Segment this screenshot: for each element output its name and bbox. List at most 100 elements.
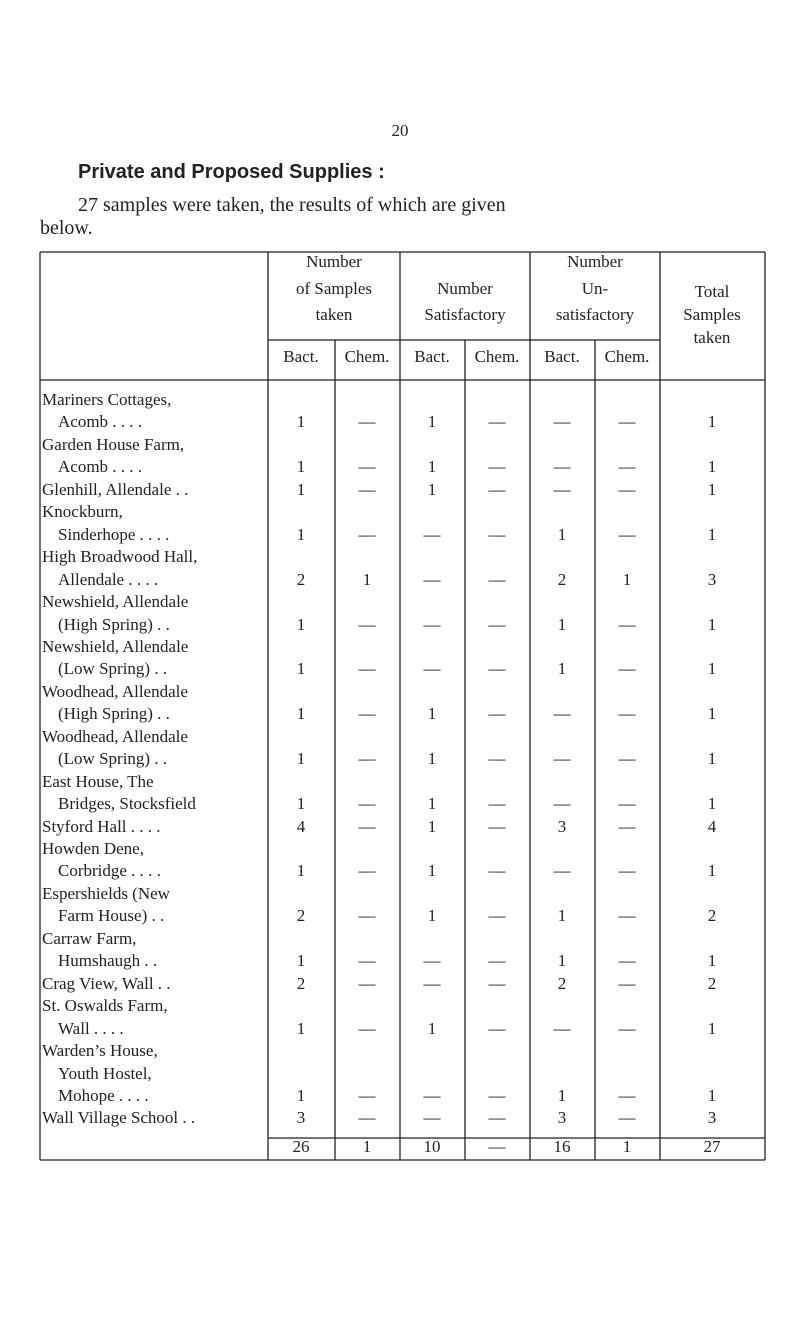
row-label: (High Spring) . . [58, 614, 170, 634]
row-label: Knockburn, [42, 502, 123, 522]
row-label: Humshaugh . . [58, 951, 158, 971]
cell: 1 [622, 569, 632, 589]
cell: — [488, 412, 506, 432]
cell: 1 [707, 861, 717, 881]
cell: — [358, 906, 376, 926]
page-number: 20 [391, 121, 409, 140]
cell: 1 [707, 951, 717, 971]
cell: — [553, 479, 571, 499]
cell: — [618, 457, 636, 477]
cell: — [488, 973, 506, 993]
total-cell: 10 [423, 1137, 441, 1156]
paragraph-line: below. [40, 217, 93, 239]
row-label: Acomb . . . . [58, 457, 143, 477]
cell: 3 [707, 1108, 717, 1128]
row-label: Woodhead, Allendale [42, 681, 188, 701]
group-header: Number [306, 252, 362, 271]
cell: — [618, 749, 636, 769]
cell: — [358, 479, 376, 499]
cell: 1 [296, 861, 306, 881]
row-label: Carraw Farm, [42, 928, 137, 948]
cell: 2 [296, 906, 306, 926]
row-label: (Low Spring) . . [58, 749, 168, 769]
paragraph-line: 27 samples were taken, the results of wh… [78, 194, 506, 216]
cell: 1 [427, 816, 437, 836]
cell: 1 [296, 704, 306, 724]
cell: 1 [427, 704, 437, 724]
group-header: Number [437, 278, 493, 298]
cell: 1 [707, 659, 717, 679]
cell: — [358, 1018, 376, 1038]
cell: — [488, 794, 506, 814]
total-cell: — [488, 1137, 506, 1156]
cell: 1 [707, 614, 717, 634]
cell: — [618, 816, 636, 836]
cell: 1 [427, 457, 437, 477]
cell: 1 [296, 1018, 306, 1038]
cell: — [618, 479, 636, 499]
cell: — [488, 659, 506, 679]
cell: 1 [707, 412, 717, 432]
row-label: Warden’s House, [42, 1041, 158, 1061]
cell: 1 [296, 659, 306, 679]
cell: — [618, 524, 636, 544]
cell: — [553, 794, 571, 814]
cell: 1 [427, 749, 437, 769]
cell: 1 [296, 412, 306, 432]
row-label: East House, The [42, 771, 154, 791]
cell: — [423, 951, 441, 971]
total-cell: 16 [553, 1137, 571, 1156]
cell: 1 [557, 906, 567, 926]
heading: Private and Proposed Supplies : [78, 161, 385, 183]
cell: — [618, 906, 636, 926]
cell: — [488, 569, 506, 589]
cell: 1 [427, 906, 437, 926]
row-label: Acomb . . . . [58, 412, 143, 432]
cell: 1 [557, 659, 567, 679]
cell: 1 [427, 794, 437, 814]
group-header: Total [694, 282, 730, 301]
cell: — [358, 524, 376, 544]
cell: 4 [707, 816, 717, 836]
cell: 1 [707, 704, 717, 724]
cell: — [618, 704, 636, 724]
group-header: taken [315, 305, 353, 324]
cell: — [358, 457, 376, 477]
group-header: satisfactory [555, 305, 635, 324]
cell: — [423, 1085, 441, 1105]
cell: — [358, 861, 376, 881]
cell: — [423, 614, 441, 634]
cell: 3 [557, 1108, 567, 1128]
cell: — [423, 659, 441, 679]
group-header: taken [693, 328, 731, 347]
cell: — [488, 816, 506, 836]
cell: — [618, 861, 636, 881]
row-label: Garden House Farm, [42, 434, 185, 454]
total-cell: 1 [362, 1137, 372, 1156]
cell: 1 [427, 1018, 437, 1038]
cell: — [488, 614, 506, 634]
cell: — [488, 704, 506, 724]
sub-header: Bact. [544, 347, 580, 366]
cell: 2 [707, 973, 717, 993]
cell: — [488, 457, 506, 477]
cell: — [358, 704, 376, 724]
row-label: Mariners Cottages, [42, 390, 172, 409]
total-cell: 27 [703, 1137, 721, 1156]
row-label: Espershields (New [42, 883, 170, 903]
cell: — [488, 524, 506, 544]
cell: — [618, 1085, 636, 1105]
cell: — [488, 1018, 506, 1038]
row-label: Howden Dene, [42, 839, 144, 858]
row-label: Newshield, Allendale [42, 636, 189, 656]
cell: 1 [362, 569, 372, 589]
cell: — [618, 1018, 636, 1038]
cell: 3 [707, 569, 717, 589]
cell: 1 [707, 524, 717, 544]
cell: — [553, 457, 571, 477]
group-header: Satisfactory [424, 305, 506, 324]
cell: 2 [557, 973, 567, 993]
cell: 2 [296, 569, 306, 589]
cell: — [553, 1018, 571, 1038]
cell: 2 [557, 569, 567, 589]
